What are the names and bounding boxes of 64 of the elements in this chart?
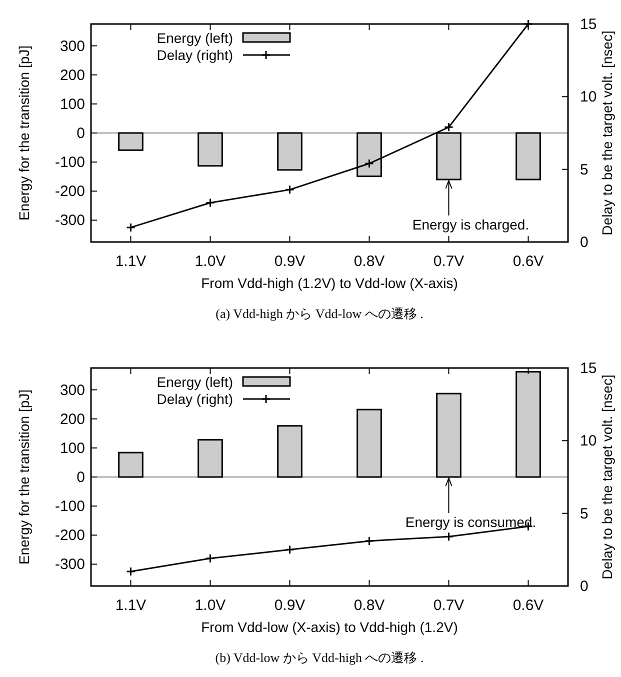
point: [126, 222, 136, 232]
y-tick-label: 300: [60, 38, 85, 55]
x-tick-label: 1.0V: [194, 253, 226, 270]
bar: [198, 439, 223, 478]
y-tick-label: -100: [54, 498, 85, 516]
x-axis-title: From Vdd-low (X-axis) to Vdd-high (1.2V): [201, 619, 458, 635]
y-tick-label: -200: [54, 527, 85, 544]
y-tick-label: -200: [54, 183, 85, 200]
x-tick-label: 0.7V: [433, 597, 464, 614]
y-tick-label: 200: [60, 66, 85, 84]
legend-label: Energy (left): [156, 30, 233, 46]
x-tick-label: 0.6V: [512, 253, 544, 270]
y-tick-label: -100: [54, 154, 85, 172]
point: [364, 158, 374, 168]
y-tick-label: 100: [60, 96, 85, 113]
y-tick-label: -300: [54, 212, 85, 230]
point: [444, 122, 454, 132]
legend-label: Delay (right): [156, 47, 233, 63]
y-axis-title: Energy for the transition [pJ]: [16, 389, 32, 565]
point: [444, 532, 454, 542]
bar: [436, 392, 462, 478]
annotation: Energy is consumed.: [405, 514, 536, 530]
bar: [356, 408, 382, 478]
y-axis-title: Energy for the transition [pJ]: [16, 45, 32, 221]
x-tick-label: 0.8V: [354, 597, 385, 614]
y-tick-label: -300: [54, 556, 85, 574]
y2-tick-label: 0: [580, 578, 588, 595]
x-axis-title: From Vdd-high (1.2V) to Vdd-low (X-axis): [201, 275, 458, 291]
point: [206, 198, 215, 208]
y2-tick-label: 5: [580, 161, 588, 178]
y2-tick-label: 10: [580, 432, 597, 450]
x-tick-label: 0.9V: [274, 253, 306, 270]
point: [126, 566, 136, 576]
point: [285, 184, 294, 194]
y2-tick-label: 15: [580, 360, 597, 377]
y2-tick-label: 10: [580, 88, 597, 106]
bar: [277, 425, 302, 478]
text: (b) Vdd-low から Vdd-high への遷移 .: [215, 650, 424, 665]
point: [285, 544, 294, 554]
text: (a) Vdd-high から Vdd-low への遷移 .: [216, 306, 424, 321]
legend-label: Delay (right): [156, 391, 233, 407]
x-tick-label: 1.1V: [115, 597, 146, 614]
y-tick-label: 300: [60, 382, 85, 399]
y-tick-label: 100: [60, 440, 85, 457]
y-tick-label: 200: [60, 410, 85, 428]
y2-tick-label: 5: [580, 505, 588, 522]
annotation: Energy is charged.: [412, 216, 530, 233]
y-tick-label: 0: [76, 125, 85, 142]
x-tick-label: 0.8V: [354, 253, 385, 270]
y2-tick-label: 0: [580, 234, 588, 251]
bar: [118, 452, 144, 478]
y-tick-label: 0: [76, 469, 85, 486]
point: [206, 554, 215, 564]
x-tick-label: 0.9V: [274, 597, 306, 614]
y2-axis-title: Delay to be the target volt. [nsec]: [599, 30, 615, 236]
x-tick-label: 0.6V: [512, 597, 544, 614]
x-tick-label: 1.0V: [194, 597, 226, 614]
x-tick-label: 0.7V: [433, 253, 464, 270]
legend-label: Energy (left): [156, 374, 233, 390]
x-tick-label: 1.1V: [115, 253, 146, 270]
y2-tick-label: 15: [580, 16, 597, 33]
point: [364, 536, 374, 546]
bar: [516, 371, 541, 478]
y2-axis-title: Delay to be the target volt. [nsec]: [599, 374, 615, 580]
